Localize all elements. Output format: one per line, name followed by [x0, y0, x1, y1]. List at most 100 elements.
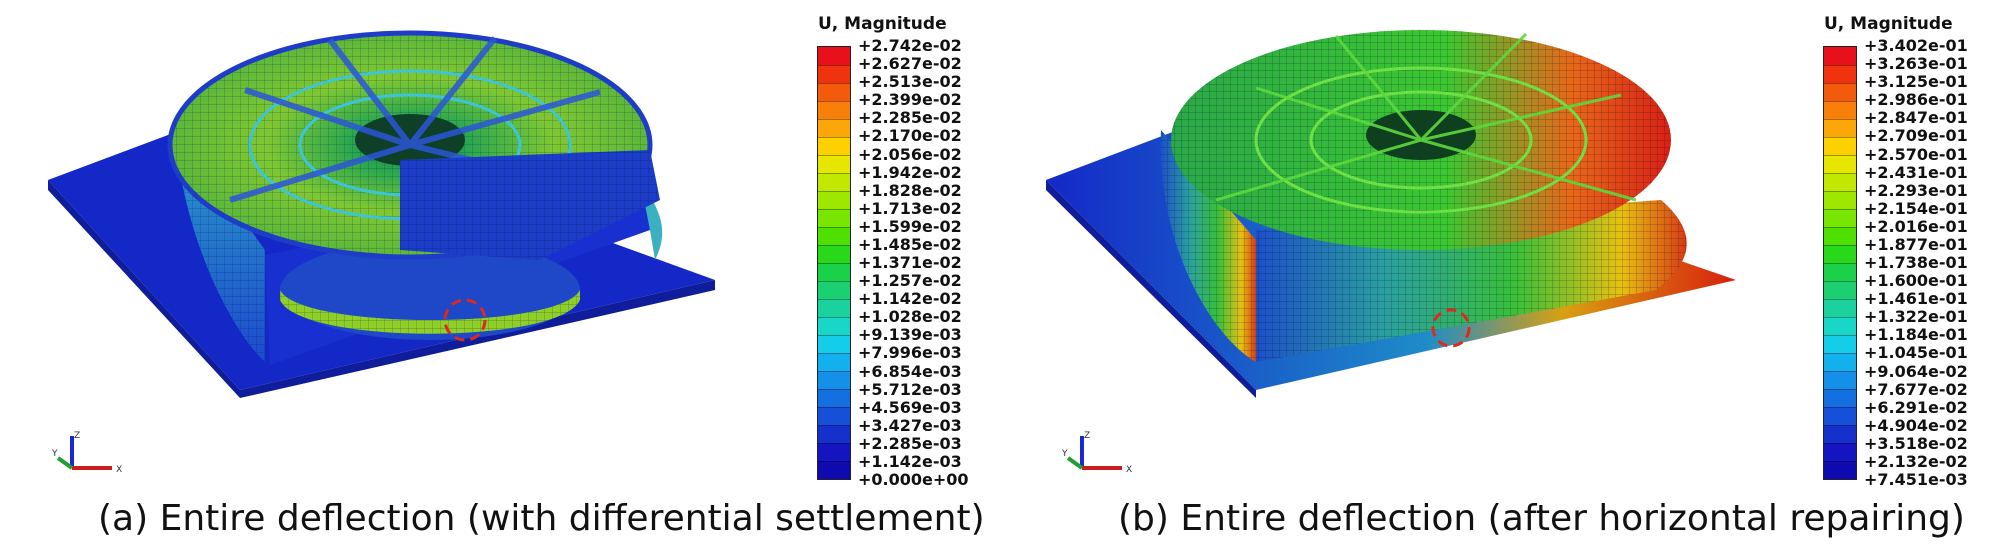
- legend-value: +2.293e-01: [1864, 180, 1968, 200]
- scale-segment-divider: [818, 263, 850, 264]
- legend-value: +2.285e-02: [858, 108, 962, 128]
- axis-z-label: Z: [74, 431, 80, 441]
- scale-segment-divider: [1824, 245, 1856, 246]
- scale-segment-divider: [818, 64, 850, 66]
- scale-segment-divider: [818, 389, 850, 390]
- legend-value: +1.045e-01: [1864, 343, 1968, 363]
- scale-segment-divider: [818, 443, 850, 444]
- legend-value: +1.713e-02: [858, 198, 962, 218]
- axis-triad: Z X Y: [1062, 431, 1132, 475]
- highlight-circle: [443, 298, 487, 342]
- legend-value: +1.184e-01: [1864, 325, 1968, 345]
- legend-value: +7.677e-02: [1864, 379, 1968, 399]
- legend-title: U, Magnitude: [1824, 14, 1953, 34]
- legend-value: +2.154e-01: [1864, 198, 1968, 218]
- legend-value: +2.431e-01: [1864, 162, 1968, 182]
- axis-y-label: Y: [52, 449, 58, 459]
- scale-segment-divider: [818, 317, 850, 318]
- deformed-model-plot-a: [48, 30, 715, 398]
- scale-segment-divider: [818, 353, 850, 354]
- scale-segment-divider: [1824, 281, 1856, 282]
- legend-value: +2.513e-02: [858, 72, 962, 92]
- scale-segment-divider: [818, 101, 850, 102]
- tank-roof: [1171, 30, 1671, 250]
- legend-value: +3.402e-01: [1864, 36, 1968, 55]
- scale-segment-divider: [1824, 82, 1856, 84]
- scale-segment-divider: [818, 299, 850, 300]
- legend-value: +9.064e-02: [1864, 361, 1968, 381]
- color-scale-bar: [817, 46, 851, 480]
- legend-value: +7.451e-03: [1864, 470, 1968, 489]
- scale-segment-divider: [1824, 263, 1856, 264]
- scale-segment-divider: [1824, 173, 1856, 174]
- scale-segment-divider: [818, 118, 850, 120]
- scale-segment-divider: [1824, 407, 1856, 408]
- caption: (a) Entire deflection (with differential…: [98, 498, 985, 539]
- legend-value: +2.709e-01: [1864, 126, 1968, 146]
- scale-segment-divider: [818, 82, 850, 84]
- scale-segment-divider: [1824, 190, 1856, 192]
- legend-value: +4.569e-03: [858, 397, 962, 417]
- legend-title: U, Magnitude: [818, 14, 947, 34]
- legend-value: +1.828e-02: [858, 180, 962, 200]
- legend-value: +0.000e+00: [858, 470, 969, 489]
- scale-segment-divider: [818, 173, 850, 174]
- scale-segment-divider: [1824, 299, 1856, 300]
- scale-segment-divider: [1824, 317, 1856, 318]
- tank-roof: [167, 30, 660, 260]
- deformed-model-plot-b: [1046, 30, 1736, 398]
- legend-value: +1.028e-02: [858, 307, 962, 327]
- highlight-circle: [1431, 308, 1471, 348]
- scale-segment-divider: [818, 190, 850, 192]
- legend-value: +1.877e-01: [1864, 234, 1968, 254]
- legend-value: +3.427e-03: [858, 415, 962, 435]
- legend-value: +9.139e-03: [858, 325, 962, 345]
- scale-segment-divider: [1824, 353, 1856, 354]
- scale-segment-divider: [1824, 461, 1856, 462]
- axis-triad: Z X Y: [52, 431, 122, 475]
- legend-value: +2.627e-02: [858, 54, 962, 74]
- scale-segment-divider: [1824, 389, 1856, 390]
- scale-segment-divider: [818, 371, 850, 372]
- legend-value: +1.142e-03: [858, 451, 962, 471]
- legend-value: +1.942e-02: [858, 162, 962, 182]
- caption: (b) Entire deflection (after horizontal …: [1118, 498, 1965, 539]
- scale-segment-divider: [1824, 64, 1856, 66]
- legend-value: +2.570e-01: [1864, 144, 1968, 164]
- legend-value: +1.485e-02: [858, 234, 962, 254]
- legend-value: +1.461e-01: [1864, 289, 1968, 309]
- panel-b: Z X Y U, Magnitude +3.402e-01 +3.263e-01 +…: [1006, 0, 2012, 555]
- scale-segment-divider: [1824, 118, 1856, 120]
- scale-segment-divider: [1824, 227, 1856, 228]
- panel-a: Z X Y U, Magnitude +2.742e-02 +2.627e-02 +…: [48, 14, 985, 539]
- scale-segment-divider: [818, 227, 850, 228]
- axis-x-label: X: [116, 465, 122, 475]
- scale-segment-divider: [1824, 443, 1856, 444]
- scale-segment-divider: [818, 334, 850, 336]
- scale-segment-divider: [1824, 209, 1856, 210]
- legend-value: +5.712e-03: [858, 379, 962, 399]
- axis-x-label: X: [1126, 465, 1132, 475]
- legend-labels: +2.742e-02 +2.627e-02 +2.513e-02 +2.399e-02…: [858, 35, 1048, 489]
- scale-segment-divider: [818, 209, 850, 210]
- legend-value: +4.904e-02: [1864, 415, 1968, 435]
- scale-segment-divider: [1824, 425, 1856, 426]
- legend-value: +1.371e-02: [858, 253, 962, 272]
- legend-value: +2.847e-01: [1864, 108, 1968, 128]
- axis-y-label: Y: [1062, 449, 1068, 459]
- scale-segment-divider: [818, 281, 850, 282]
- legend-value: +1.142e-02: [858, 289, 962, 309]
- legend-value: +3.125e-01: [1864, 72, 1968, 92]
- legend-labels: +3.402e-01 +3.263e-01 +3.125e-01 +2.986e-01…: [1864, 35, 2012, 489]
- legend-value: +6.291e-02: [1864, 397, 1968, 417]
- legend-value: +2.986e-01: [1864, 90, 1968, 110]
- legend-value: +7.996e-03: [858, 343, 962, 363]
- legend-value: +1.322e-01: [1864, 307, 1968, 327]
- legend-value: +2.016e-01: [1864, 216, 1968, 236]
- legend-value: +2.742e-02: [858, 36, 962, 55]
- legend-value: +1.257e-02: [858, 271, 962, 291]
- legend-value: +2.399e-02: [858, 90, 962, 110]
- legend-value: +2.170e-02: [858, 126, 962, 146]
- scale-segment-divider: [1824, 155, 1856, 156]
- legend-value: +3.263e-01: [1864, 54, 1968, 74]
